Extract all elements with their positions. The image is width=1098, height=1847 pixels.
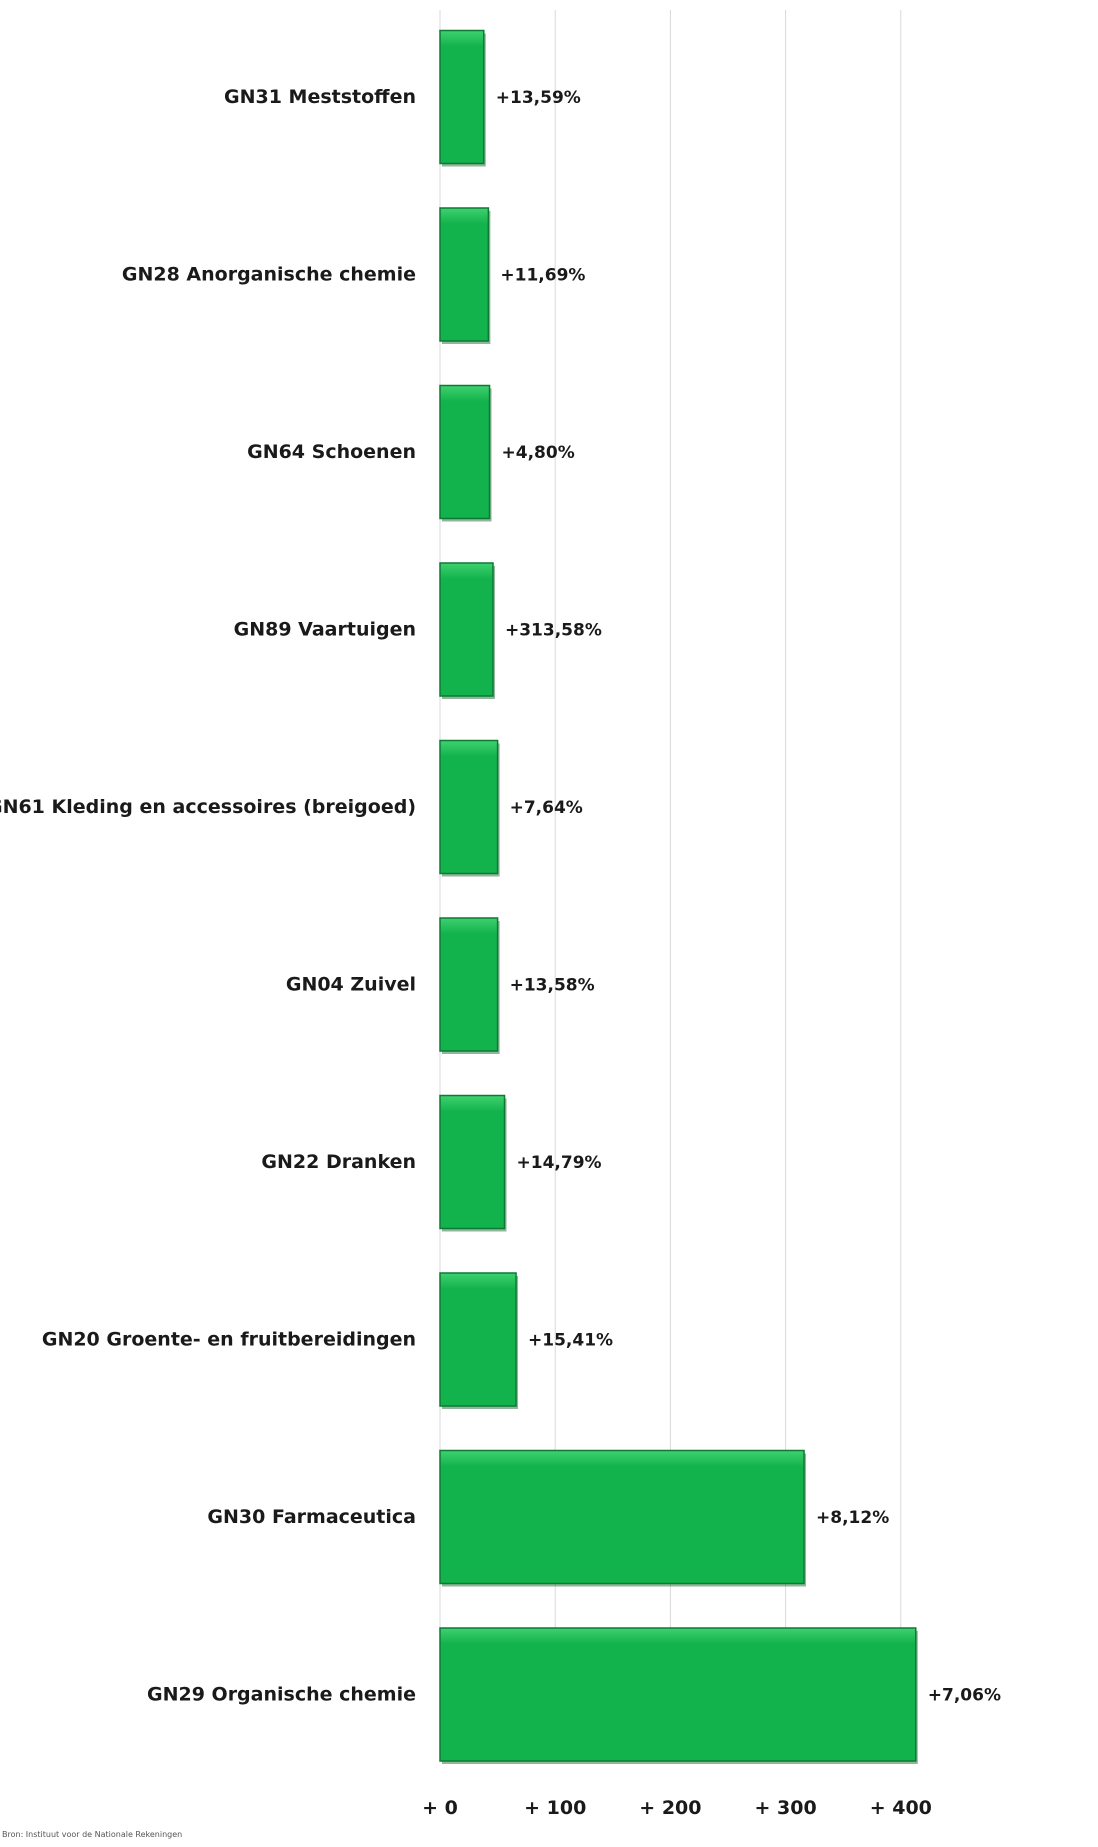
x-tick-label: + 200: [639, 1797, 701, 1819]
source-footnote: Bron: Instituut voor de Nationale Rekeni…: [2, 1830, 183, 1839]
data-label: +7,06%: [928, 1686, 1001, 1706]
category-label: GN61 Kleding en accessoires (breigoed): [0, 796, 416, 818]
x-tick-label: + 400: [870, 1797, 932, 1819]
category-label: GN20 Groente- en fruitbereidingen: [42, 1329, 416, 1351]
bar-5[interactable]: [439, 739, 499, 875]
data-label: +13,58%: [510, 976, 595, 996]
data-label: +14,79%: [517, 1153, 602, 1173]
data-label: +13,59%: [496, 88, 581, 108]
data-label: +11,69%: [500, 266, 585, 286]
data-label: +313,58%: [505, 621, 602, 641]
bar-8[interactable]: [439, 1272, 517, 1407]
x-tick-label: + 0: [422, 1797, 458, 1819]
category-label: GN31 Meststoffen: [224, 86, 416, 108]
bar-9[interactable]: [439, 1449, 805, 1585]
category-label: GN28 Anorganische chemie: [122, 264, 416, 286]
bar-3[interactable]: [439, 384, 491, 520]
data-label: +4,80%: [502, 443, 575, 463]
category-label: GN22 Dranken: [261, 1151, 416, 1173]
category-label: GN30 Farmaceutica: [207, 1506, 416, 1528]
bar-1[interactable]: [439, 29, 485, 165]
bar-7[interactable]: [439, 1094, 506, 1230]
category-label: GN89 Vaartuigen: [234, 619, 416, 641]
x-tick-label: + 100: [524, 1797, 586, 1819]
category-label: GN29 Organische chemie: [147, 1684, 416, 1706]
data-label: +8,12%: [816, 1508, 889, 1528]
data-label: +15,41%: [528, 1331, 613, 1351]
category-label: GN64 Schoenen: [247, 441, 416, 463]
category-label: GN04 Zuivel: [286, 974, 416, 996]
bar-2[interactable]: [439, 207, 490, 342]
bar-4[interactable]: [439, 562, 494, 697]
bar-10[interactable]: [439, 1627, 917, 1762]
data-label: +7,64%: [510, 798, 583, 818]
bar-6[interactable]: [439, 917, 499, 1052]
x-tick-label: + 300: [754, 1797, 816, 1819]
